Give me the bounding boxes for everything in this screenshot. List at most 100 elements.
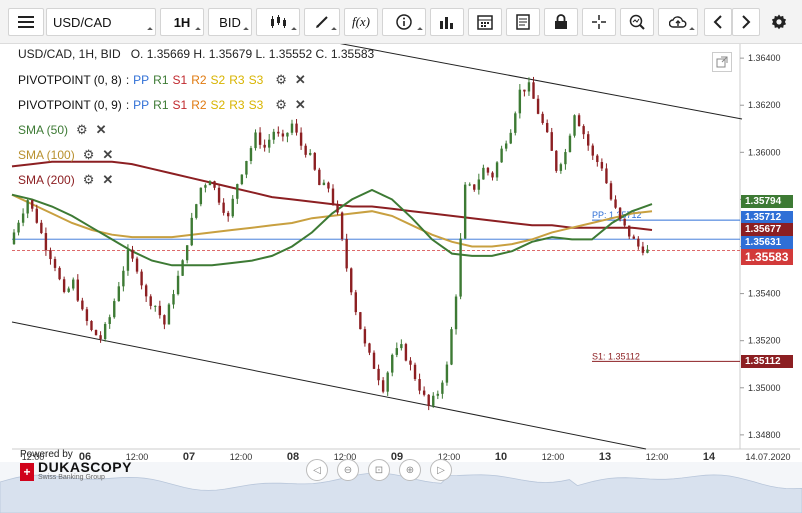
lock-icon — [555, 14, 567, 29]
candle-body — [418, 379, 421, 391]
candle-body — [263, 144, 266, 148]
dropdown-caret-icon — [331, 27, 337, 33]
gear-icon[interactable]: ⚙ — [76, 122, 88, 137]
close-icon[interactable]: ✕ — [294, 72, 306, 87]
candle-body — [500, 148, 503, 163]
x-tick-label: 12:00 — [646, 452, 669, 462]
y-tick-label: 1.35000 — [748, 383, 781, 393]
chart-type-button[interactable] — [256, 8, 300, 36]
chevron-right-icon: ▷ — [437, 464, 445, 476]
document-icon — [516, 14, 530, 30]
x-tick-label: 06 — [79, 451, 91, 463]
timeframe-selector[interactable]: 1H — [160, 8, 204, 36]
dropdown-caret-icon — [417, 27, 423, 33]
candle-body — [309, 152, 312, 155]
settings-button[interactable] — [764, 8, 794, 36]
hamburger-menu-icon[interactable] — [8, 8, 44, 36]
brand-name: DUKASCOPY — [38, 459, 132, 475]
close-icon[interactable]: ✕ — [95, 122, 107, 137]
zoom-button[interactable] — [620, 8, 654, 36]
cloud-upload-icon — [669, 16, 687, 28]
candle-body — [217, 187, 221, 203]
price-chart[interactable]: 1.364001.362001.360001.358001.356001.354… — [0, 44, 802, 513]
crosshair-button[interactable] — [582, 8, 616, 36]
gear-icon[interactable]: ⚙ — [82, 172, 95, 187]
price-badge: 1.35631 — [741, 236, 793, 250]
candle-body — [536, 98, 540, 114]
chart-area[interactable]: 1.364001.362001.360001.358001.356001.354… — [0, 44, 802, 513]
gear-icon[interactable]: ⚙ — [82, 147, 95, 162]
pencil-icon — [316, 16, 328, 28]
candle-body — [103, 323, 107, 340]
indicators-button[interactable]: f(x) — [344, 8, 378, 36]
close-icon[interactable]: ✕ — [102, 172, 114, 187]
candle-body — [313, 152, 316, 170]
candle-body — [463, 184, 467, 239]
candle-body — [185, 245, 189, 261]
candle-body — [454, 296, 458, 330]
zoom-out-button[interactable]: ⊖ — [337, 459, 359, 481]
news-button[interactable] — [506, 8, 540, 36]
zoom-in-button[interactable]: ⊕ — [399, 459, 421, 481]
timeframe-label: 1H — [173, 14, 191, 30]
gear-icon[interactable]: ⚙ — [275, 97, 287, 112]
candle-body — [409, 360, 412, 365]
x-tick-label: 14 — [703, 451, 716, 463]
chevron-left-icon: ◁ — [313, 464, 321, 476]
candle-body — [450, 329, 453, 365]
candle-body — [222, 202, 225, 213]
x-tick-label: 07 — [183, 451, 195, 463]
candle-body — [445, 364, 449, 383]
symbol-selector[interactable]: USD/CAD — [46, 8, 156, 36]
candle-body — [541, 113, 544, 123]
y-tick-label: 1.35400 — [748, 289, 781, 299]
candle-body — [518, 89, 522, 114]
scroll-right-button[interactable] — [732, 8, 760, 36]
candle-body — [167, 304, 171, 325]
nav-forward-button[interactable]: ▷ — [430, 459, 452, 481]
candle-body — [322, 182, 326, 186]
powered-by-text: Powered by — [20, 449, 73, 460]
upload-button[interactable] — [658, 8, 698, 36]
pp-level-label: PP: 1.35712 — [592, 210, 642, 220]
info-button[interactable] — [382, 8, 426, 36]
calendar-button[interactable] — [468, 8, 502, 36]
candle-body — [381, 380, 385, 392]
nav-back-button[interactable]: ◁ — [306, 459, 328, 481]
candle-body — [268, 139, 271, 148]
candle-body — [550, 132, 553, 151]
candle-body — [628, 225, 631, 237]
channel-lower-line — [11, 321, 647, 450]
candle-body — [623, 218, 626, 226]
draw-tool-button[interactable] — [304, 8, 340, 36]
candle-body — [350, 268, 353, 293]
candle-body — [477, 179, 481, 190]
dropdown-caret-icon — [689, 27, 695, 33]
lock-button[interactable] — [544, 8, 578, 36]
reset-zoom-button[interactable]: ⊡ — [368, 459, 390, 481]
brand-tagline: Swiss Banking Group — [38, 474, 105, 481]
volume-button[interactable] — [430, 8, 464, 36]
candle-body — [277, 131, 280, 134]
close-icon[interactable]: ✕ — [102, 147, 114, 162]
candle-body — [331, 188, 335, 204]
pivot-label-r3: R3 — [229, 73, 245, 87]
candle-body — [117, 286, 121, 302]
candle-body — [614, 199, 617, 208]
pivot-label-r1: R1 — [153, 98, 169, 112]
candle-body — [395, 348, 398, 355]
gear-icon[interactable]: ⚙ — [275, 72, 287, 87]
pivot-label-s3: S3 — [248, 98, 264, 112]
toolbar: USD/CAD 1H BID f(x) — [0, 0, 802, 44]
bar-chart-icon — [440, 17, 453, 29]
candle-body — [527, 82, 531, 92]
popout-button[interactable] — [712, 52, 732, 72]
fx-label: f(x) — [351, 14, 371, 29]
side-selector[interactable]: BID — [208, 8, 252, 36]
candle-body — [122, 270, 125, 287]
crosshair-icon — [592, 15, 606, 29]
candle-body — [26, 200, 29, 214]
scroll-left-button[interactable] — [704, 8, 732, 36]
close-icon[interactable]: ✕ — [294, 97, 306, 112]
pivot-sep: : — [125, 98, 130, 112]
